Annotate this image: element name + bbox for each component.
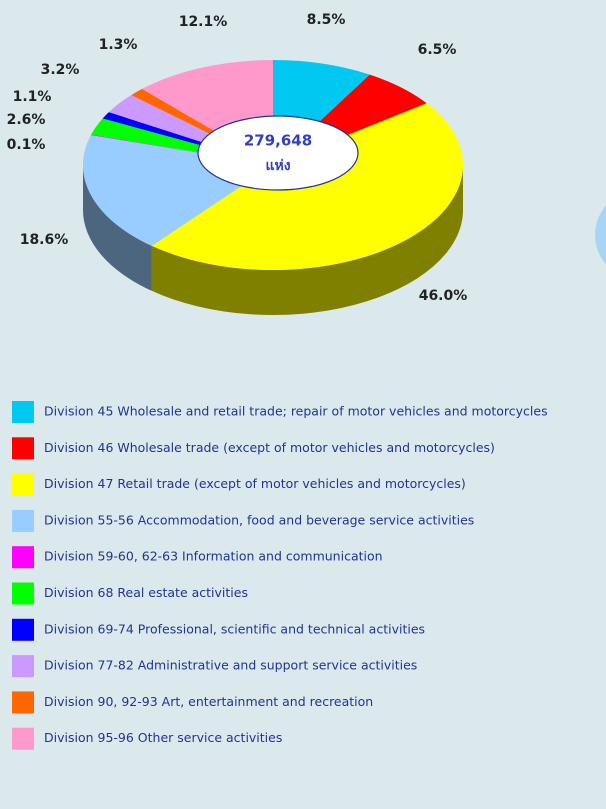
pie-slice-side <box>83 165 152 291</box>
legend-swatch <box>12 401 34 423</box>
unit-label: แห่ง <box>265 158 290 174</box>
legend-label: Division 68 Real estate activities <box>44 585 248 600</box>
value-label: 46.0% <box>419 288 468 304</box>
legend-swatch <box>12 473 34 496</box>
legend-swatch <box>12 582 34 605</box>
value-label: 1.3% <box>99 37 138 53</box>
center-badge <box>197 115 359 191</box>
value-label: 1.1% <box>13 89 52 105</box>
value-label: 2.6% <box>7 112 46 128</box>
value-label: 12.1% <box>179 14 228 30</box>
legend-label: Division 45 Wholesale and retail trade; … <box>44 404 548 419</box>
legend-label: Division 95-96 Other service activities <box>44 730 282 745</box>
legend-swatch <box>12 546 34 569</box>
legend-label: Division 46 Wholesale trade (except of m… <box>44 440 495 455</box>
legend-label: Division 55-56 Accommodation, food and b… <box>44 512 474 527</box>
legend-label: Division 59-60, 62-63 Information and co… <box>44 549 383 564</box>
legend-label: Division 69-74 Professional, scientific … <box>44 621 425 636</box>
legend-swatch <box>12 437 34 460</box>
legend-swatch <box>12 618 34 641</box>
value-label: 8.5% <box>307 12 346 28</box>
value-label: 0.1% <box>7 137 46 153</box>
value-label: 3.2% <box>41 62 80 78</box>
value-label: 6.5% <box>418 42 457 58</box>
legend-swatch <box>12 727 34 750</box>
legend-label: Division 77-82 Administrative and suppor… <box>44 658 417 673</box>
value-label: 18.6% <box>20 232 69 248</box>
legend-swatch <box>12 655 34 678</box>
pie-slice-side <box>151 165 463 316</box>
legend-swatch <box>12 691 34 714</box>
legend-swatch <box>12 509 34 532</box>
legend-label: Division 47 Retail trade (except of moto… <box>44 476 466 491</box>
total-label: 279,648 <box>244 132 312 150</box>
decor-circle <box>595 205 606 265</box>
legend-label: Division 90, 92-93 Art, entertainment an… <box>44 694 373 709</box>
